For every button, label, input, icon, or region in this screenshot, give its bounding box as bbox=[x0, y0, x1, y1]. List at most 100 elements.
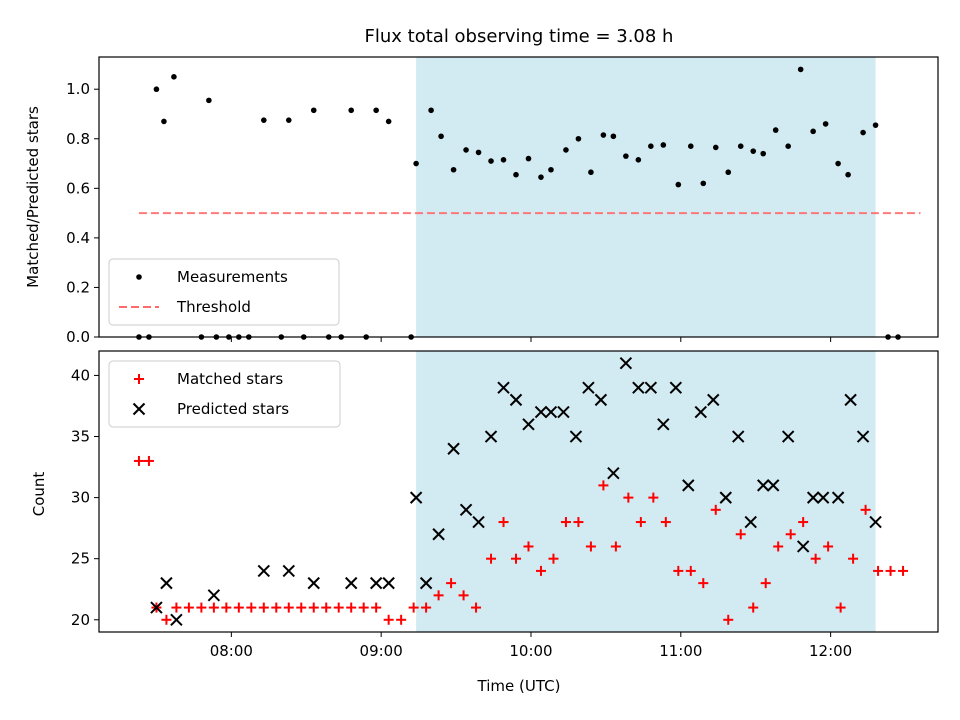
matched-stars-point bbox=[358, 602, 369, 613]
measurement-point bbox=[660, 142, 667, 148]
x-stroke bbox=[766, 479, 780, 492]
measurement-point bbox=[525, 155, 532, 162]
measurement-point bbox=[373, 107, 379, 114]
measurement-point bbox=[635, 157, 642, 163]
measurement-point bbox=[488, 158, 494, 164]
matched-stars-point bbox=[271, 602, 282, 613]
matched-stars-point bbox=[560, 517, 571, 528]
x-stroke bbox=[582, 381, 595, 394]
predicted-stars-point bbox=[669, 381, 683, 394]
measurement-point bbox=[700, 180, 707, 187]
measurement-point bbox=[463, 147, 469, 153]
matched-stars-point bbox=[848, 553, 859, 564]
matched-stars-point bbox=[885, 565, 896, 576]
measurement-point bbox=[712, 144, 719, 151]
matched-stars-point bbox=[408, 602, 419, 613]
measurement-point bbox=[161, 118, 167, 125]
predicted-stars-point bbox=[644, 381, 658, 394]
matched-stars-point bbox=[498, 517, 509, 528]
matched-stars-point bbox=[511, 553, 522, 564]
measurement-point bbox=[261, 117, 267, 123]
ratio-panel: 0.0 0.2 0.4 0.6 0.8 1.0 Matched/Predicted star… bbox=[24, 56, 939, 346]
predicted-stars-point bbox=[557, 405, 570, 419]
predicted-stars-point bbox=[544, 405, 558, 419]
y-tick-label: 0.8 bbox=[66, 130, 90, 148]
x-stroke bbox=[682, 479, 695, 492]
predicted-stars-point bbox=[796, 540, 810, 553]
x-stroke bbox=[544, 405, 558, 419]
predicted-stars-point bbox=[856, 430, 870, 443]
matched-stars-point bbox=[860, 504, 871, 515]
x-stroke bbox=[719, 491, 732, 504]
y-tick-label: 0.2 bbox=[66, 278, 90, 296]
measurement-point bbox=[860, 129, 866, 136]
matched-stars-point bbox=[810, 553, 821, 564]
predicted-stars-point bbox=[522, 418, 535, 431]
matched-stars-point bbox=[296, 602, 307, 613]
measurement-point bbox=[575, 135, 582, 142]
count-panel: 20 25 30 35 40 08:00 09:00 10:00 11:00 12:00 Count… bbox=[30, 350, 939, 660]
x-stroke bbox=[459, 503, 473, 517]
measurement-point bbox=[822, 121, 829, 127]
legend-label: Matched stars bbox=[177, 370, 283, 388]
y-tick-label: 20 bbox=[71, 611, 90, 629]
matched-stars-point bbox=[623, 492, 634, 503]
matched-stars-point bbox=[735, 529, 746, 540]
x-stroke bbox=[806, 491, 820, 504]
measurement-point bbox=[772, 127, 779, 133]
measurement-point bbox=[600, 132, 607, 138]
x-stroke bbox=[419, 576, 433, 590]
matched-stars-point bbox=[133, 455, 144, 466]
predicted-stars-point bbox=[509, 393, 523, 407]
predicted-stars-point bbox=[307, 576, 320, 590]
predicted-stars-point bbox=[569, 430, 583, 443]
predicted-stars-point bbox=[344, 576, 358, 590]
x-stroke bbox=[694, 405, 707, 419]
matched-stars-point bbox=[183, 602, 194, 613]
measurement-point bbox=[475, 149, 482, 156]
measurement-point bbox=[610, 133, 617, 140]
predicted-stars-point bbox=[484, 430, 498, 443]
x-stroke bbox=[522, 418, 535, 431]
plot-frame bbox=[98, 56, 939, 338]
matched-stars-point bbox=[535, 565, 546, 576]
x-stroke bbox=[344, 576, 358, 590]
measurement-point bbox=[348, 107, 354, 114]
matched-stars-point bbox=[698, 578, 709, 589]
measurement-point bbox=[810, 128, 816, 135]
predicted-stars-point bbox=[170, 613, 183, 626]
predicted-stars-point bbox=[732, 430, 745, 443]
observing-window-shade bbox=[416, 57, 876, 337]
predicted-stars-point bbox=[632, 381, 645, 394]
measurement-point bbox=[438, 133, 444, 140]
predicted-stars-point bbox=[594, 393, 608, 407]
y-tick-label: 30 bbox=[71, 489, 90, 507]
plot-data-edge bbox=[136, 66, 901, 340]
matched-stars-point bbox=[208, 602, 219, 613]
measurement-point bbox=[413, 160, 419, 167]
predicted-stars-point bbox=[447, 442, 460, 455]
predicted-stars-point bbox=[781, 430, 795, 443]
x-stroke bbox=[732, 430, 745, 443]
legend: Matched stars Predicted stars bbox=[108, 360, 341, 428]
x-stroke bbox=[594, 393, 608, 407]
measurement-point bbox=[153, 86, 160, 93]
predicted-stars-point bbox=[869, 515, 882, 529]
x-stroke bbox=[447, 442, 460, 455]
matched-stars-point bbox=[171, 602, 182, 613]
predicted-stars-point bbox=[844, 393, 857, 407]
matched-stars-point bbox=[760, 578, 771, 589]
matched-stars-point bbox=[246, 602, 257, 613]
x-stroke bbox=[816, 491, 830, 504]
matched-stars-point bbox=[308, 602, 319, 613]
matched-stars-point bbox=[143, 455, 154, 466]
predicted-stars-point bbox=[707, 393, 720, 407]
x-stroke bbox=[569, 430, 583, 443]
x-stroke bbox=[534, 405, 548, 419]
measurement-point bbox=[785, 143, 791, 150]
predicted-stars-point bbox=[582, 381, 595, 394]
x-stroke bbox=[619, 357, 633, 370]
observing-window-shade bbox=[416, 351, 876, 632]
y-tick-label: 1.0 bbox=[66, 80, 90, 98]
